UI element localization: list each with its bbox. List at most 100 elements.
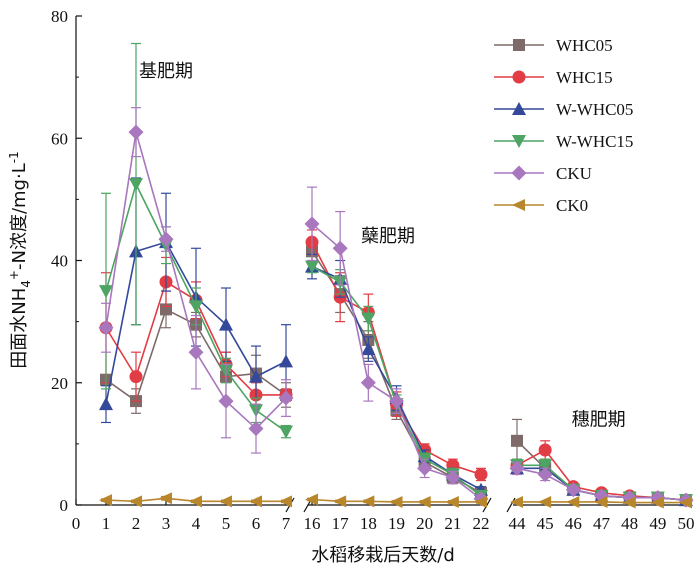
data-point	[509, 460, 525, 476]
data-point	[474, 467, 488, 481]
data-point	[538, 443, 552, 457]
data-point	[129, 178, 143, 192]
legend-item: CKU	[494, 164, 592, 183]
data-point	[538, 459, 553, 473]
plot-area	[98, 42, 694, 509]
series-whc05	[100, 238, 692, 507]
legend: WHC05 WHC15 W-WHC05 W-WHC15 CKU CK0	[494, 36, 633, 215]
y-tick-label: 60	[51, 129, 68, 148]
x-tick-label: 2	[132, 514, 141, 533]
data-point	[99, 494, 112, 507]
data-point	[304, 216, 320, 232]
x-tick-label: 49	[649, 514, 666, 533]
data-point	[361, 495, 375, 508]
data-point	[248, 421, 264, 437]
phase-label: 蘖肥期	[361, 226, 415, 247]
phase-label: 基肥期	[139, 61, 193, 82]
data-point	[510, 495, 523, 508]
data-point	[594, 495, 608, 508]
legend-item: WHC15	[494, 68, 613, 87]
x-tick-label: 44	[509, 514, 527, 533]
x-tick-label: 6	[252, 514, 261, 533]
data-point	[279, 495, 292, 508]
legend-label: CK0	[556, 196, 588, 215]
data-point	[361, 342, 376, 356]
legend-marker	[511, 165, 527, 181]
legend-item: WHC05	[494, 36, 613, 55]
y-axis-title: 田面水NH4+-N浓度/mg·L-1	[7, 151, 33, 368]
y-tick-label: 20	[51, 374, 68, 393]
x-tick-label: 18	[360, 514, 377, 533]
phase-label: 穗肥期	[572, 410, 626, 431]
data-point	[158, 231, 174, 247]
x-tick-label: 50	[678, 514, 695, 533]
data-point	[417, 460, 433, 476]
data-point	[445, 469, 461, 485]
data-point	[159, 492, 172, 505]
legend-label: WHC15	[556, 68, 613, 87]
data-point	[650, 496, 664, 509]
x-tick-label: 16	[304, 514, 321, 533]
x-tick-label: 48	[621, 514, 638, 533]
data-point	[417, 495, 431, 508]
data-point	[189, 495, 202, 508]
data-point	[622, 496, 636, 509]
legend-marker	[513, 39, 525, 51]
data-point	[538, 495, 552, 508]
x-tick-label: 20	[416, 514, 433, 533]
x-tick-label: 47	[593, 514, 611, 533]
x-tick-label: 3	[162, 514, 171, 533]
y-tick-label: 80	[51, 7, 68, 26]
data-point	[566, 495, 580, 508]
data-point	[360, 375, 376, 391]
x-axis-title: 水稻移栽后天数/d	[311, 545, 455, 566]
data-point	[219, 495, 232, 508]
legend-label: WHC05	[556, 36, 613, 55]
x-tick-label: 4	[192, 514, 201, 533]
x-tick-label: 21	[444, 514, 461, 533]
data-point	[219, 317, 233, 331]
data-point	[474, 495, 487, 508]
data-point	[189, 300, 203, 314]
x-tick-label: 17	[332, 514, 350, 533]
legend-label: W-WHC15	[556, 132, 633, 151]
data-point	[389, 495, 403, 508]
legend-label: W-WHC05	[556, 100, 633, 119]
legend-marker	[512, 70, 526, 84]
x-tick-label: 7	[282, 514, 291, 533]
data-point	[305, 493, 318, 506]
y-tick-label: 40	[51, 252, 68, 271]
data-point	[98, 320, 114, 336]
data-point	[279, 425, 293, 439]
legend-marker	[512, 135, 526, 148]
series-whc15	[99, 229, 693, 507]
data-point	[249, 495, 262, 508]
data-point	[361, 312, 376, 326]
x-tick-label: 0	[72, 514, 81, 533]
x-tick-label: 45	[537, 514, 554, 533]
data-point	[278, 390, 294, 406]
data-point	[333, 495, 347, 508]
legend-marker	[512, 102, 526, 115]
data-point	[565, 482, 581, 498]
x-tick-label: 5	[222, 514, 231, 533]
data-point	[305, 260, 319, 274]
series-ck0	[99, 492, 692, 509]
data-point	[332, 240, 348, 256]
data-point	[188, 344, 204, 360]
data-point	[679, 496, 692, 509]
legend-item: W-WHC05	[494, 100, 633, 119]
data-point	[129, 495, 142, 508]
data-point	[128, 124, 144, 140]
data-point	[129, 370, 143, 384]
data-point	[99, 397, 113, 411]
legend-label: CKU	[556, 164, 592, 183]
data-point	[389, 393, 404, 409]
x-tick-label: 19	[388, 514, 405, 533]
legend-item: CK0	[494, 196, 588, 215]
data-point	[99, 285, 113, 299]
series-line	[311, 223, 482, 500]
legend-item: W-WHC15	[494, 132, 633, 151]
